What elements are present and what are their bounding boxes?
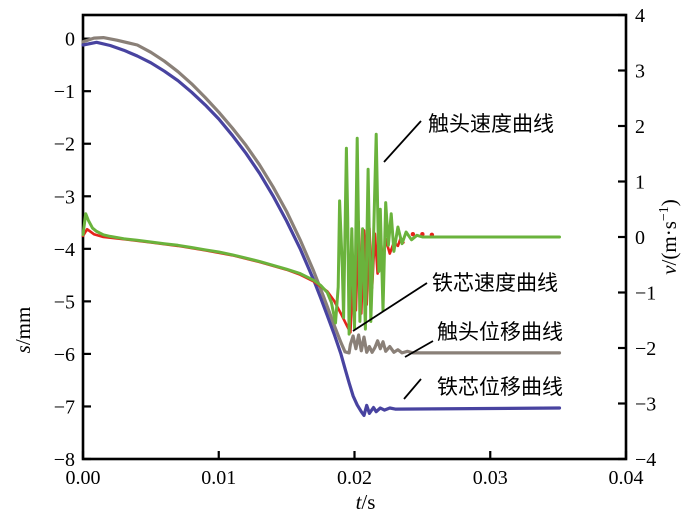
core-velocity-dots [410, 232, 416, 237]
y-right-tick-label: 3 [635, 61, 645, 83]
y-right-tick-label: −1 [635, 283, 656, 305]
y-left-tick-label: −6 [54, 344, 75, 366]
x-axis-title: t/s [356, 490, 376, 514]
y-left-tick-label: −8 [54, 449, 75, 471]
y-left-tick-label: −3 [54, 186, 75, 208]
y-right-tick-label: 1 [635, 172, 645, 194]
y-left-tick-label: −2 [54, 134, 75, 156]
core-displacement-label: 铁芯位移曲线 [437, 375, 563, 399]
y-left-axis-title: s/mm [11, 307, 35, 354]
x-tick-label: 0.02 [337, 467, 372, 489]
y-right-tick-label: −3 [635, 394, 656, 416]
core-velocity-label: 铁芯速度曲线 [432, 271, 558, 295]
core-velocity-label-leader-line [352, 282, 428, 332]
y-right-tick-label: −2 [635, 338, 656, 360]
y-right-tick-label: 4 [635, 5, 645, 27]
y-right-tick-label: 2 [635, 116, 645, 138]
y-left-tick-label: 0 [65, 29, 75, 51]
contact-displacement-label-leader-line [404, 340, 434, 358]
x-tick-label: 0.00 [66, 467, 101, 489]
x-tick-label: 0.01 [201, 467, 236, 489]
x-tick-label: 0.03 [473, 467, 508, 489]
y-right-axis-title: v/(m·s−1) [657, 199, 681, 275]
y-left-tick-label: −1 [54, 81, 75, 103]
core-displacement-curve [81, 40, 562, 417]
y-left-tick-label: −7 [54, 396, 75, 418]
contact-displacement-label: 触头位移曲线 [437, 320, 563, 344]
contact-velocity-label: 触头速度曲线 [428, 112, 554, 136]
contact-displacement-curve [81, 35, 562, 355]
y-right-tick-label: −4 [635, 449, 656, 471]
contact-velocity-curve [81, 132, 561, 336]
y-right-tick-label: 0 [635, 227, 645, 249]
y-left-tick-label: −4 [54, 239, 75, 261]
x-tick-label: 0.04 [609, 467, 644, 489]
core-displacement-label-leader-line [403, 378, 422, 400]
y-left-tick-label: −5 [54, 291, 75, 313]
contact-velocity-label-leader-line [383, 120, 422, 163]
